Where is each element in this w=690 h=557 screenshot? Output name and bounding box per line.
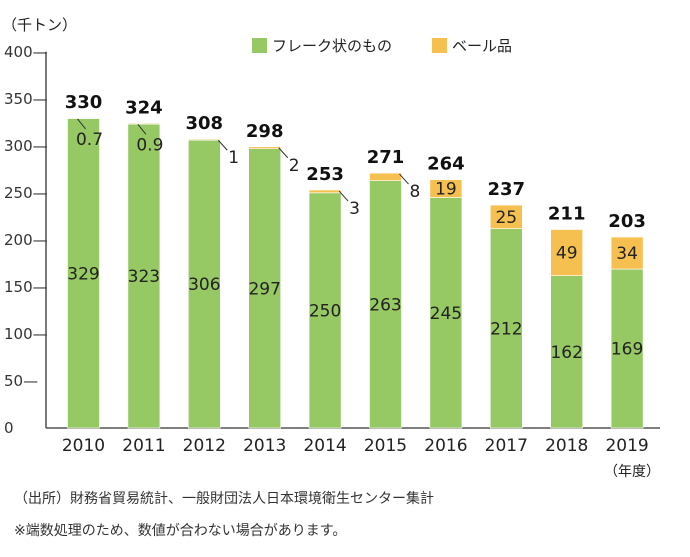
- x-tick-label: 2013: [243, 436, 286, 456]
- bar-flake: [489, 228, 523, 429]
- total-label: 211: [548, 204, 586, 225]
- total-label: 298: [246, 121, 284, 142]
- total-label: 203: [608, 211, 646, 232]
- bale-value-label: 8: [410, 182, 421, 202]
- legend-label: フレーク状のもの: [272, 37, 392, 55]
- bar-flake: [188, 139, 221, 429]
- flake-value-label: 250: [309, 301, 341, 321]
- flake-value-label: 162: [550, 343, 582, 363]
- x-tick-label: 2017: [485, 436, 528, 456]
- y-tick-label: 250—: [4, 184, 48, 202]
- bar-flake: [429, 197, 463, 429]
- bale-value-label: 25: [495, 208, 517, 228]
- y-axis-unit-label: （千トン）: [2, 16, 77, 34]
- x-tick-label: 2016: [424, 436, 467, 456]
- x-tick-label: 2010: [62, 436, 105, 456]
- y-tick-label: 150—: [4, 278, 48, 296]
- bar-bale: [188, 138, 221, 141]
- bale-value-label: 19: [435, 180, 457, 200]
- bale-value-label: 2: [289, 156, 300, 176]
- flake-value-label: 263: [369, 295, 401, 315]
- legend-swatch: [432, 38, 447, 53]
- legend: フレーク状のもの ベール品: [252, 37, 512, 55]
- total-label: 237: [488, 179, 526, 200]
- bale-leader-line: [338, 190, 349, 202]
- bale-value-label: 34: [616, 244, 638, 264]
- source-footnote: （出所）財務省貿易統計、一般財団法人日本環境衛生センター集計: [14, 491, 434, 507]
- total-label: 324: [125, 97, 163, 118]
- rounding-footnote: ※端数処理のため、数値が合わない場合があります。: [14, 523, 347, 539]
- y-tick-label: 0: [4, 419, 14, 437]
- legend-swatch: [252, 38, 267, 53]
- bale-value-label: 49: [556, 244, 578, 264]
- bale-value-label: 1: [228, 148, 239, 168]
- bar-bale: [248, 146, 281, 149]
- bar-bale: [610, 236, 644, 270]
- flake-value-label: 245: [430, 304, 462, 324]
- bar-flake: [248, 148, 281, 429]
- x-axis-unit-label: （年度）: [604, 464, 660, 480]
- y-tick-label: 400—: [4, 43, 48, 61]
- x-tick-label: 2018: [545, 436, 588, 456]
- bar-bale: [308, 189, 342, 194]
- flake-value-label: 323: [128, 267, 160, 287]
- y-tick-label: 50—: [4, 372, 38, 390]
- bar-flake: [127, 123, 161, 429]
- bale-value-label: 3: [349, 199, 360, 219]
- x-tick-label: 2011: [122, 436, 165, 456]
- total-label: 271: [367, 147, 405, 168]
- bar-bale: [369, 172, 402, 181]
- bar-bale: [429, 179, 463, 198]
- bar-bale: [67, 117, 100, 119]
- bale-leader-line: [137, 124, 147, 135]
- stacked-bar-chart: （千トン） （年度） フレーク状のもの ベール品 0 50— 100— 150— 200—…: [2, 16, 660, 480]
- total-label: 330: [65, 92, 103, 113]
- bar-bale: [127, 123, 161, 125]
- bar-flake: [610, 268, 644, 429]
- x-tick-label: 2019: [605, 436, 648, 456]
- bale-leader-line: [278, 147, 289, 159]
- legend-label: ベール品: [452, 37, 512, 55]
- total-label: 253: [306, 164, 344, 185]
- bale-value-label: 0.7: [76, 130, 103, 150]
- total-label: 308: [186, 113, 224, 134]
- bale-leader-line: [217, 139, 228, 151]
- bar-flake: [308, 192, 342, 429]
- y-tick-label: 100—: [4, 325, 48, 343]
- x-tick-label: 2012: [183, 436, 226, 456]
- flake-value-label: 306: [188, 275, 220, 295]
- bar-flake: [67, 118, 100, 429]
- x-tick-label: 2015: [364, 436, 407, 456]
- bale-leader-line: [399, 173, 409, 185]
- bale-value-label: 0.9: [136, 135, 163, 155]
- flake-value-label: 169: [611, 340, 643, 360]
- bars: [67, 117, 644, 429]
- y-tick-label: 300—: [4, 137, 48, 155]
- bar-bale: [489, 204, 523, 229]
- flake-value-label: 297: [248, 279, 280, 299]
- total-label: 264: [427, 154, 465, 175]
- flake-value-label: 212: [490, 319, 522, 339]
- axes: 0 50— 100— 150— 200— 250— 300— 350— 400—: [4, 43, 660, 437]
- bale-leader-line: [77, 118, 86, 130]
- bar-bale: [550, 229, 584, 276]
- bar-flake: [369, 180, 402, 429]
- y-tick-label: 200—: [4, 231, 48, 249]
- y-tick-label: 350—: [4, 90, 48, 108]
- flake-value-label: 329: [67, 264, 99, 284]
- x-tick-label: 2014: [303, 436, 346, 456]
